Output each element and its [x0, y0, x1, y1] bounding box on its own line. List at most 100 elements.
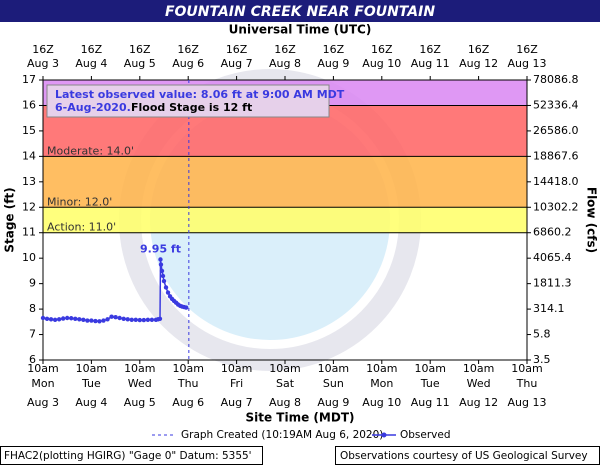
y2-tick-label: 78086.8 — [533, 73, 579, 86]
y-axis-label: Stage (ft) — [3, 187, 17, 252]
observed-point — [73, 316, 78, 321]
observed-point — [157, 316, 163, 321]
x-tick-time: 10am — [414, 362, 445, 375]
observed-point — [77, 317, 82, 322]
chart-title: FOUNTAIN CREEK NEAR FOUNTAIN — [165, 4, 435, 20]
observed-point — [52, 317, 58, 322]
top-tick-utc: 16Z — [419, 43, 441, 56]
y2-tick-label: 6860.2 — [533, 226, 572, 239]
flood-band — [43, 156, 527, 208]
x-tick-day: Wed — [467, 377, 491, 390]
observed-point — [81, 317, 86, 322]
top-tick-date: Aug 6 — [172, 57, 204, 70]
x-tick-day: Mon — [31, 377, 54, 390]
observed-point — [85, 318, 90, 323]
x-tick-date: Aug 8 — [269, 396, 301, 409]
top-tick-utc: 16Z — [177, 43, 199, 56]
x-tick-day: Mon — [370, 377, 393, 390]
observed-point — [65, 315, 70, 321]
y-tick-label: 10 — [22, 251, 36, 264]
top-tick-date: Aug 11 — [411, 57, 450, 70]
x-tick-date: Aug 7 — [221, 396, 253, 409]
y-tick-label: 16 — [22, 98, 36, 111]
top-tick-utc: 16Z — [323, 43, 345, 56]
top-tick-utc: 16Z — [32, 43, 54, 56]
observed-point — [101, 318, 106, 323]
legend-created: Graph Created (10:19AM Aug 6, 2020) — [181, 429, 383, 441]
top-tick-date: Aug 12 — [459, 57, 498, 70]
observed-point — [158, 262, 164, 267]
x-tick-time: 10am — [172, 362, 203, 375]
observed-point — [60, 316, 66, 321]
x-tick-date: Aug 9 — [317, 396, 349, 409]
x-tick-day: Tue — [420, 377, 440, 390]
x-tick-date: Aug 10 — [362, 396, 401, 409]
y2-tick-label: 26586.0 — [533, 124, 579, 137]
x-tick-date: Aug 3 — [27, 396, 59, 409]
observed-point — [97, 319, 102, 324]
x-tick-day: Tue — [81, 377, 101, 390]
observed-point — [183, 305, 189, 310]
y2-tick-label: 18867.6 — [533, 149, 579, 162]
y2-tick-label: 10302.2 — [533, 200, 579, 213]
y-tick-label: 12 — [22, 200, 36, 213]
x-tick-date: Aug 13 — [508, 396, 547, 409]
legend-observed-marker — [381, 432, 387, 438]
top-tick-date: Aug 13 — [508, 57, 547, 70]
y2-tick-label: 52336.4 — [533, 98, 579, 111]
top-tick-date: Aug 5 — [124, 57, 156, 70]
observed-point — [121, 316, 126, 321]
observed-point — [149, 317, 155, 322]
x-tick-time: 10am — [318, 362, 349, 375]
observed-point — [158, 257, 163, 262]
x-tick-date: Aug 5 — [124, 396, 156, 409]
flood-label: Moderate: 14.0' — [47, 144, 134, 157]
y2-tick-label: 4065.4 — [533, 251, 572, 264]
top-tick-date: Aug 3 — [27, 57, 59, 70]
observed-point — [40, 315, 46, 321]
observed-point — [161, 278, 167, 284]
x-tick-time: 10am — [76, 362, 107, 375]
flood-band — [43, 207, 527, 233]
x-tick-date: Aug 12 — [459, 396, 498, 409]
observed-point — [56, 317, 62, 322]
top-tick-date: Aug 4 — [75, 57, 107, 70]
y2-tick-label: 1811.3 — [533, 277, 572, 290]
observed-point — [133, 317, 138, 322]
footer-right: Observations courtesy of US Geological S… — [340, 450, 588, 462]
y2-tick-label: 314.1 — [533, 302, 565, 315]
observed-point — [93, 318, 98, 324]
x-tick-day: Sat — [276, 377, 295, 390]
legend-observed: Observed — [400, 429, 451, 441]
top-tick-date: Aug 7 — [221, 57, 253, 70]
observed-point — [89, 318, 94, 323]
top-tick-utc: 16Z — [81, 43, 103, 56]
x-tick-time: 10am — [124, 362, 155, 375]
y-tick-label: 14 — [22, 149, 36, 162]
observed-point — [113, 315, 118, 320]
latest-line2b: Flood Stage is 12 ft — [131, 101, 252, 114]
observed-point — [105, 317, 110, 322]
x-axis-label: Site Time (MDT) — [246, 411, 355, 425]
y-tick-label: 13 — [22, 175, 36, 188]
top-tick-date: Aug 10 — [362, 57, 401, 70]
observed-point — [117, 315, 122, 321]
observed-point — [137, 317, 142, 323]
observed-point — [129, 317, 134, 322]
top-tick-utc: 16Z — [274, 43, 296, 56]
x-tick-day: Wed — [128, 377, 152, 390]
x-tick-day: Thu — [177, 377, 199, 390]
y2-tick-label: 3.5 — [533, 353, 551, 366]
flood-label: Minor: 12.0' — [47, 195, 112, 208]
x-tick-time: 10am — [269, 362, 300, 375]
x-tick-time: 10am — [366, 362, 397, 375]
y-tick-label: 6 — [29, 353, 36, 366]
y-tick-label: 15 — [22, 124, 36, 137]
observed-point — [125, 317, 130, 322]
x-tick-day: Sun — [323, 377, 344, 390]
top-tick-utc: 16Z — [516, 43, 538, 56]
x-tick-day: Thu — [516, 377, 538, 390]
observed-point — [160, 273, 166, 279]
latest-line1: Latest observed value: 8.06 ft at 9:00 A… — [55, 88, 345, 101]
